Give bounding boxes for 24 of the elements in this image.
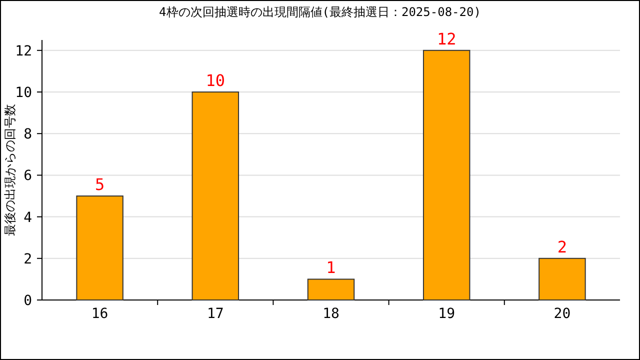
y-tick-label: 4 (24, 210, 32, 226)
x-tick-label: 17 (206, 306, 224, 322)
y-tick-label: 0 (24, 293, 32, 309)
data-label: 5 (94, 175, 105, 194)
y-tick-label: 8 (24, 126, 32, 143)
bar (76, 196, 124, 300)
chart-title: 4枠の次回抽選時の出現間隔値(最終抽選日：2025-08-20) (159, 5, 481, 19)
bar (538, 258, 586, 300)
y-tick-label: 6 (24, 168, 32, 184)
y-tick-label: 12 (15, 43, 32, 60)
x-tick-label: 18 (322, 306, 340, 322)
x-tick-label: 16 (91, 306, 108, 322)
y-tick-label: 2 (24, 251, 32, 268)
bar (422, 50, 470, 300)
data-label: 12 (436, 29, 456, 48)
x-tick-label: 19 (438, 306, 456, 322)
x-tick-label: 20 (554, 306, 571, 322)
bar (307, 278, 355, 300)
bar (192, 92, 240, 300)
data-label: 1 (326, 258, 336, 278)
data-label: 2 (557, 237, 568, 256)
y-axis-title: 最後の出現からの回号数 (3, 104, 17, 236)
y-tick-label: 10 (15, 85, 32, 101)
data-label: 10 (206, 71, 226, 90)
